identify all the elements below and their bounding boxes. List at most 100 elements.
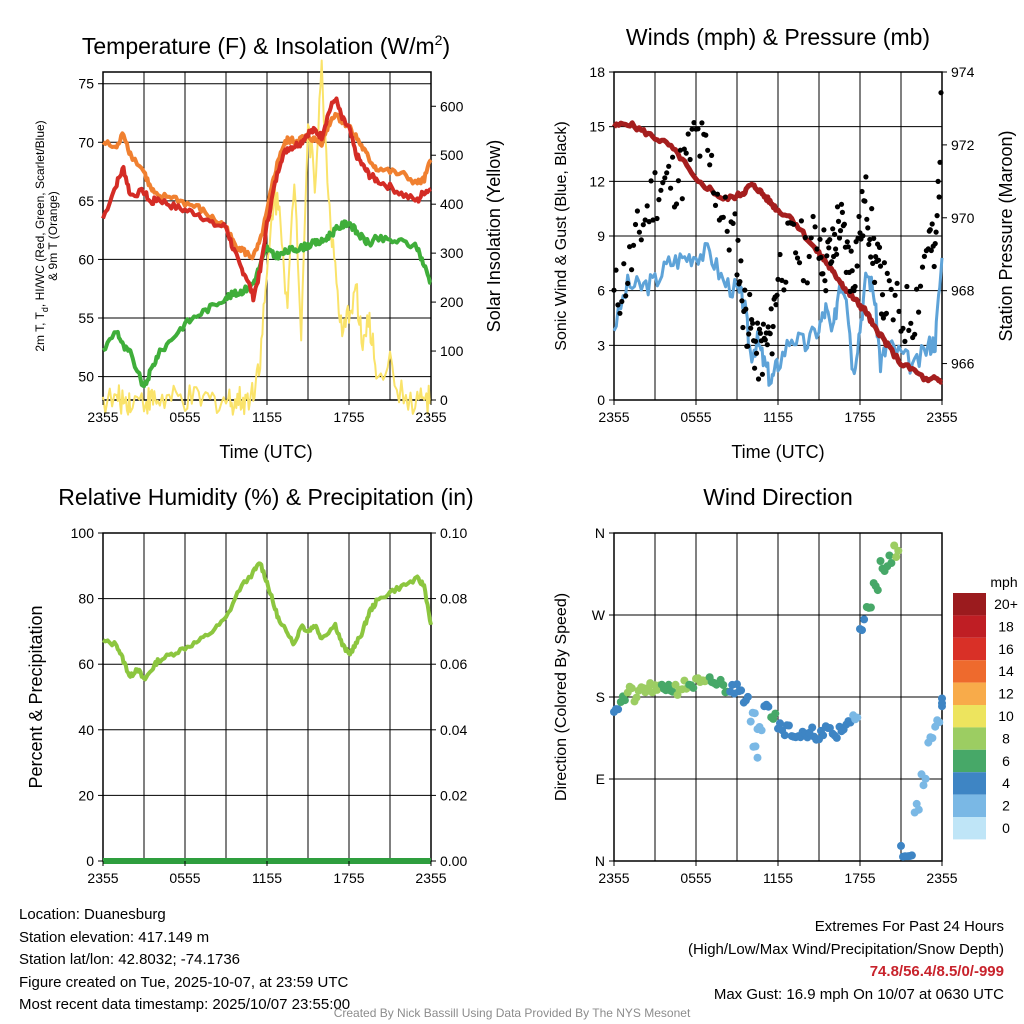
direction-point xyxy=(897,841,905,850)
gust-point xyxy=(640,222,646,228)
gust-point xyxy=(878,311,885,317)
gust-point xyxy=(835,218,842,224)
x-tick-label: 1155 xyxy=(763,409,793,425)
gust-point xyxy=(754,320,761,326)
gust-point xyxy=(699,120,705,126)
gust-point xyxy=(938,90,944,96)
gust-point xyxy=(804,280,810,286)
gust-point xyxy=(927,227,933,233)
credit-line: Created By Nick Bassill Using Data Provi… xyxy=(333,1006,691,1020)
gust-point xyxy=(871,235,877,241)
gust-point xyxy=(760,321,767,327)
gust-point xyxy=(650,217,656,223)
max-gust: Max Gust: 16.9 mph On 10/07 at 0630 UTC xyxy=(713,985,1004,1003)
extremes-info: Extremes For Past 24 Hours (High/Low/Max… xyxy=(688,916,1004,1006)
gust-point xyxy=(890,317,896,323)
gust-point xyxy=(705,147,711,153)
gust-point xyxy=(642,217,648,223)
x-tick-label: 2355 xyxy=(598,870,629,886)
gust-point xyxy=(779,277,785,283)
gust-point xyxy=(881,260,888,266)
gust-point xyxy=(752,365,758,371)
gust-point xyxy=(783,279,789,285)
y-tick-label: 9 xyxy=(597,228,605,244)
gust-point xyxy=(877,263,884,269)
gust-point xyxy=(660,180,666,186)
gust-point xyxy=(848,248,854,254)
gust-point xyxy=(875,257,882,263)
x-tick-label: 2355 xyxy=(926,870,957,886)
sonic-wind-line xyxy=(612,242,944,387)
gust-point xyxy=(870,260,876,266)
gust-point xyxy=(685,131,691,137)
gust-point xyxy=(818,254,824,260)
temperature-panel: Temperature (F) & Insolation (W/m2) 2355… xyxy=(33,32,504,462)
gust-point xyxy=(681,146,687,152)
legend-label: 0 xyxy=(1002,820,1010,836)
x-tick-label: 1155 xyxy=(252,409,282,425)
y-tick-label: N xyxy=(595,525,605,541)
extremes-heading: Extremes For Past 24 Hours xyxy=(814,918,1004,935)
x-tick-label: 0555 xyxy=(169,870,200,886)
gust-point xyxy=(774,292,780,298)
y2-tick-label: 400 xyxy=(440,196,464,212)
gust-point xyxy=(734,272,740,278)
gust-point xyxy=(847,288,853,294)
gust-point xyxy=(830,226,836,232)
y-tick-label: E xyxy=(596,771,605,787)
winds-chart-title: Winds (mph) & Pressure (mb) xyxy=(626,24,930,50)
x-tick-label: 1755 xyxy=(333,409,364,425)
temperature-chart-title: Temperature (F) & Insolation (W/m2) xyxy=(82,32,450,59)
temperature-2m-line xyxy=(101,96,432,303)
direction-point xyxy=(860,615,869,624)
gust-point xyxy=(670,154,676,160)
y-tick-label: 60 xyxy=(78,251,94,267)
dewpoint-line xyxy=(102,219,432,389)
direction-point xyxy=(771,709,780,718)
direction-point xyxy=(750,709,759,718)
gust-point xyxy=(914,286,920,292)
direction-point xyxy=(689,683,698,692)
direction-point xyxy=(757,726,766,735)
gust-point xyxy=(695,126,701,132)
gust-point xyxy=(781,287,787,293)
winds-series xyxy=(611,90,944,387)
gust-point xyxy=(666,163,672,169)
gust-point xyxy=(777,251,783,258)
gust-point xyxy=(832,231,838,237)
y-tick-label: 65 xyxy=(78,193,94,209)
gust-point xyxy=(703,132,709,138)
gust-point xyxy=(921,253,928,259)
direction-series xyxy=(610,541,946,861)
gust-point xyxy=(872,279,878,285)
y2-tick-label: 0.10 xyxy=(440,525,467,541)
gust-point xyxy=(632,221,639,228)
y-tick-label: 3 xyxy=(597,337,605,353)
legend-swatch xyxy=(953,637,986,661)
gust-point xyxy=(873,254,879,260)
direction-point xyxy=(832,733,841,742)
extremes-subheading: (High/Low/Max Wind/Precipitation/Snow De… xyxy=(688,940,1004,958)
gust-point xyxy=(868,254,874,260)
gust-point xyxy=(794,255,801,261)
temperature-y2-label: Solar Insolation (Yellow) xyxy=(484,140,504,332)
gust-point xyxy=(714,191,721,197)
gust-point xyxy=(931,263,937,270)
gust-point xyxy=(934,213,940,219)
gust-point xyxy=(675,178,682,184)
direction-point xyxy=(764,702,773,711)
x-tick-label: 1755 xyxy=(844,409,875,425)
gust-point xyxy=(634,208,641,214)
y2-tick-label: 0.04 xyxy=(440,722,467,738)
direction-point xyxy=(733,680,741,689)
gust-point xyxy=(808,235,814,241)
gust-point xyxy=(697,153,703,159)
gust-point xyxy=(755,376,762,382)
x-tick-label: 0555 xyxy=(169,409,200,425)
direction-panel: Wind Direction 2355 0555 1155 1755 2355NESWN… xyxy=(553,484,1018,886)
gust-point xyxy=(712,202,719,208)
gust-point xyxy=(826,245,832,251)
gust-point xyxy=(810,213,816,220)
gust-point xyxy=(658,187,664,193)
direction-point xyxy=(808,723,817,732)
